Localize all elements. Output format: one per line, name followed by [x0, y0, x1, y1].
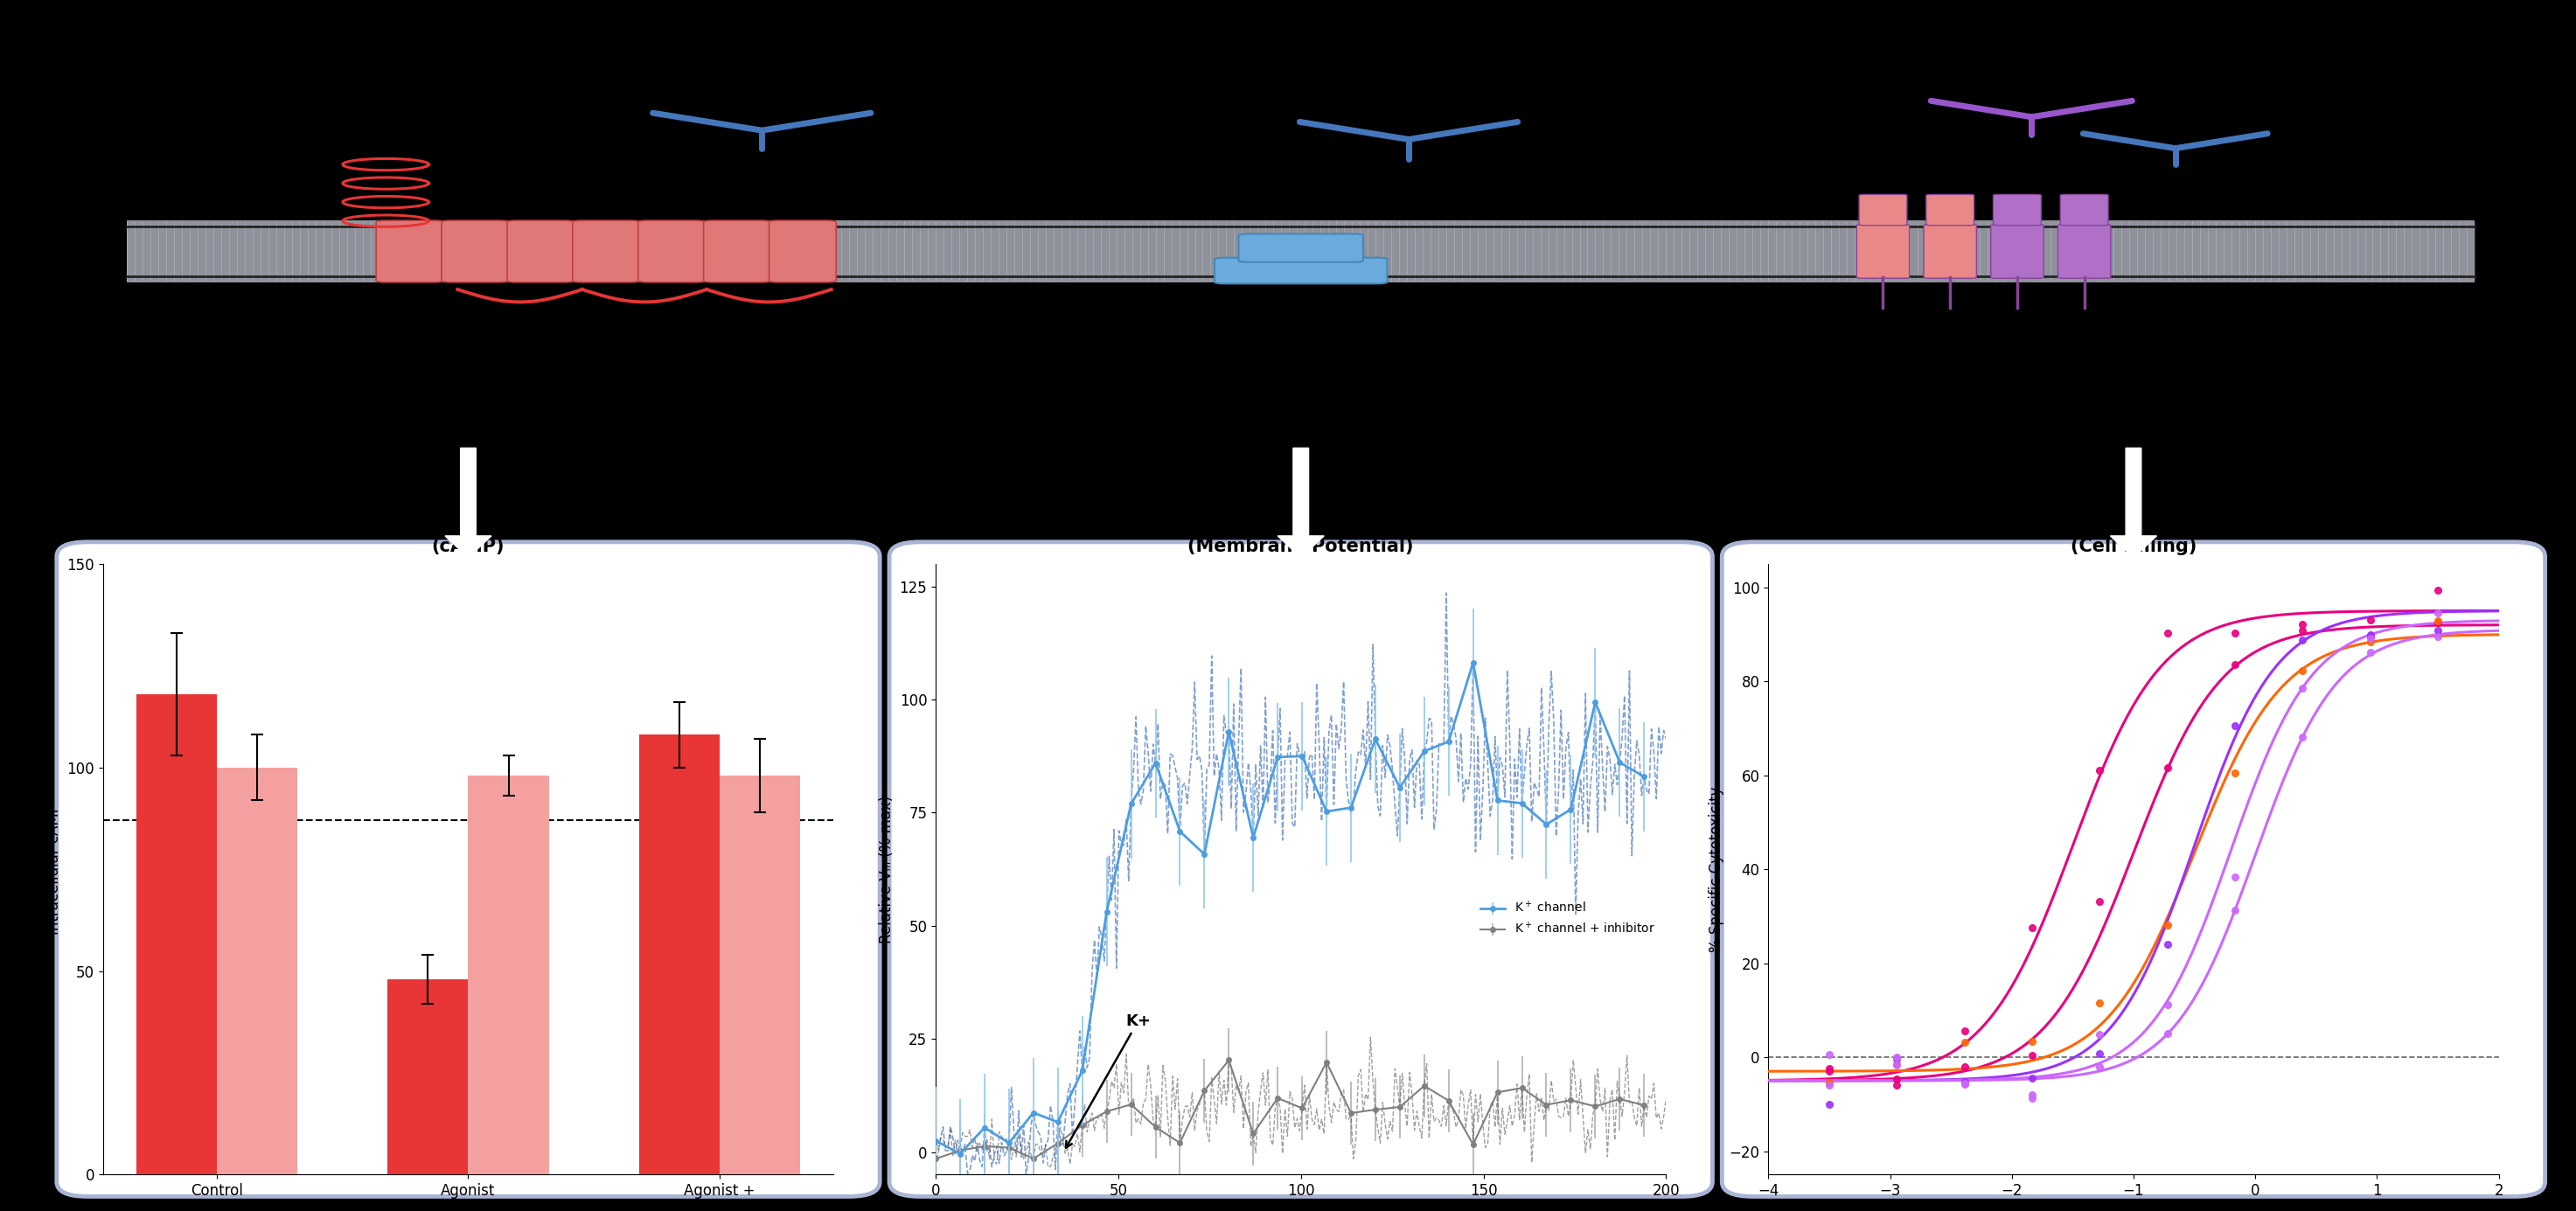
FancyBboxPatch shape: [1991, 224, 2043, 279]
Point: [2416, 627, 2458, 647]
FancyBboxPatch shape: [507, 220, 574, 282]
Point: [1945, 1022, 1986, 1041]
Point: [1808, 1095, 1850, 1114]
Point: [1945, 1074, 1986, 1094]
Point: [2079, 761, 2120, 780]
Point: [1875, 1075, 1917, 1095]
Bar: [469, 775, 549, 1175]
Point: [2282, 678, 2324, 698]
Bar: [137, 694, 216, 1175]
Point: [1945, 1033, 1986, 1052]
Point: [2079, 1044, 2120, 1063]
Point: [2146, 624, 2187, 643]
Point: [2215, 624, 2257, 643]
Point: [2012, 1032, 2053, 1051]
Point: [2215, 655, 2257, 675]
Point: [2146, 995, 2187, 1015]
Point: [1808, 1058, 1850, 1078]
X-axis label: Log [Bispecific] (nM): Log [Bispecific] (nM): [2043, 1204, 2226, 1211]
FancyBboxPatch shape: [1994, 195, 2040, 225]
FancyBboxPatch shape: [703, 220, 770, 282]
Point: [1808, 1061, 1850, 1080]
Bar: [126, 220, 2476, 282]
FancyBboxPatch shape: [572, 220, 639, 282]
Point: [1945, 1074, 1986, 1094]
Title: Ion Channel Assay
(Membrane Potential): Ion Channel Assay (Membrane Potential): [1188, 517, 1414, 555]
Point: [2079, 893, 2120, 912]
Point: [2079, 1025, 2120, 1044]
Point: [2349, 642, 2391, 661]
FancyBboxPatch shape: [1924, 224, 1976, 279]
FancyBboxPatch shape: [1857, 224, 1909, 279]
Point: [2012, 918, 2053, 937]
Point: [2349, 629, 2391, 648]
Title: GPCR Aassay
(cAMP): GPCR Aassay (cAMP): [402, 517, 536, 555]
Point: [1808, 1073, 1850, 1092]
FancyBboxPatch shape: [376, 220, 443, 282]
Point: [2215, 867, 2257, 886]
Point: [1875, 1069, 1917, 1089]
Point: [2349, 626, 2391, 645]
Bar: [216, 768, 296, 1175]
Point: [1875, 1048, 1917, 1067]
FancyBboxPatch shape: [440, 220, 507, 282]
Point: [2416, 580, 2458, 599]
Point: [1875, 1049, 1917, 1068]
Point: [1808, 1045, 1850, 1064]
FancyBboxPatch shape: [2058, 224, 2110, 279]
Point: [2079, 993, 2120, 1012]
Point: [1945, 1057, 1986, 1077]
Bar: [389, 980, 469, 1175]
FancyBboxPatch shape: [1239, 234, 1363, 262]
Point: [2146, 935, 2187, 954]
FancyBboxPatch shape: [2061, 195, 2107, 225]
Point: [1875, 1055, 1917, 1074]
Bar: [719, 775, 801, 1175]
Y-axis label: Relative Vₘ (% max): Relative Vₘ (% max): [878, 796, 894, 943]
Point: [2282, 728, 2324, 747]
Point: [2282, 614, 2324, 633]
Point: [2416, 620, 2458, 639]
FancyBboxPatch shape: [1860, 195, 1906, 225]
Point: [2012, 1085, 2053, 1104]
Point: [2349, 632, 2391, 652]
Point: [1808, 1075, 1850, 1095]
X-axis label: Time (sec): Time (sec): [1255, 1204, 1347, 1211]
Legend: K$^+$ channel, K$^+$ channel + inhibitor: K$^+$ channel, K$^+$ channel + inhibitor: [1476, 895, 1659, 941]
Point: [2282, 621, 2324, 641]
FancyBboxPatch shape: [1216, 258, 1386, 283]
Title: T Cell Assay
(Cell Killing): T Cell Assay (Cell Killing): [2071, 517, 2197, 555]
Point: [2215, 763, 2257, 782]
Point: [2012, 1089, 2053, 1108]
Bar: [639, 735, 719, 1175]
Point: [1945, 1072, 1986, 1091]
FancyBboxPatch shape: [770, 220, 837, 282]
Point: [1875, 1055, 1917, 1074]
Point: [2215, 716, 2257, 735]
Point: [2146, 1023, 2187, 1043]
Point: [2416, 603, 2458, 622]
Point: [2215, 900, 2257, 919]
Point: [2146, 916, 2187, 935]
Point: [2349, 625, 2391, 644]
Point: [2079, 1057, 2120, 1077]
Point: [2349, 610, 2391, 630]
Point: [2282, 661, 2324, 681]
Point: [2416, 610, 2458, 630]
Point: [2282, 631, 2324, 650]
Point: [2146, 758, 2187, 777]
Y-axis label: Relative
Intracellular cAMP: Relative Intracellular cAMP: [28, 804, 62, 935]
Point: [2012, 1068, 2053, 1087]
FancyBboxPatch shape: [1927, 195, 1973, 225]
FancyBboxPatch shape: [639, 220, 706, 282]
Point: [2416, 613, 2458, 632]
Point: [2012, 1045, 2053, 1064]
Text: K+: K+: [1066, 1014, 1151, 1148]
Y-axis label: % Specific Cytotoxicity: % Specific Cytotoxicity: [1708, 786, 1723, 952]
